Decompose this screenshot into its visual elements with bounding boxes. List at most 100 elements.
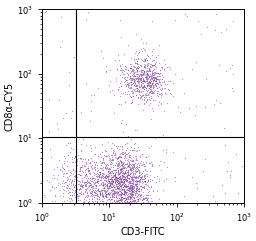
Point [117,198,121,202]
Point [116,187,120,191]
Point [123,189,127,193]
Point [157,85,161,88]
Point [128,186,132,190]
Point [130,194,134,198]
Point [146,199,151,202]
Point [78,173,82,177]
Point [122,196,126,200]
Point [89,183,93,187]
Point [61,174,65,178]
Point [141,77,145,81]
Point [144,91,148,94]
Point [115,164,120,168]
Point [78,167,82,171]
Point [136,96,140,100]
Point [115,180,119,184]
Point [80,176,84,180]
Point [138,197,142,201]
Point [104,166,108,170]
Point [111,151,115,155]
Point [153,62,157,66]
Point [107,190,111,194]
Point [151,79,155,83]
Point [101,194,105,198]
Point [219,30,223,34]
Point [98,191,102,195]
Point [130,199,134,203]
Point [112,168,116,172]
Point [116,161,120,165]
Point [98,209,102,213]
Point [80,191,84,195]
Point [141,177,145,181]
Point [183,12,187,16]
Point [125,141,129,144]
Point [112,93,116,97]
Point [113,163,117,167]
Point [114,175,118,179]
Point [97,197,101,201]
Point [120,192,124,195]
Point [147,86,151,90]
Point [63,156,68,160]
Point [118,167,122,171]
Point [222,143,227,147]
Point [82,180,86,184]
Point [124,197,128,201]
Point [98,194,102,197]
Point [80,183,84,187]
Point [104,167,108,171]
Point [148,81,152,85]
Point [81,158,86,161]
Point [130,89,134,93]
Point [117,206,121,209]
Point [114,175,119,179]
Point [113,207,117,211]
Point [117,187,121,190]
Point [54,194,58,197]
Point [77,187,81,190]
Point [95,169,99,173]
Point [131,69,135,73]
Point [76,173,80,176]
Point [141,162,145,166]
Point [98,183,102,187]
Point [144,182,148,186]
Point [132,184,136,188]
Point [142,70,146,74]
Point [144,86,148,90]
Point [93,186,97,189]
Point [97,174,101,177]
Point [179,135,183,139]
Point [151,63,155,67]
Point [158,71,162,74]
Point [148,65,152,69]
Point [157,100,161,104]
Point [138,178,142,182]
Point [145,79,149,82]
Point [129,85,133,89]
Point [121,164,125,168]
Point [131,180,135,184]
Point [133,169,137,173]
Point [78,187,82,191]
Point [92,209,97,213]
Point [99,175,103,179]
Point [125,174,129,178]
Point [122,171,126,175]
Point [140,86,144,89]
Point [123,199,127,202]
Point [152,78,156,82]
Point [77,182,81,186]
Point [154,79,158,83]
Point [93,165,97,169]
Point [154,71,158,75]
Point [129,89,133,93]
Point [124,193,129,197]
Point [119,197,123,201]
Point [144,199,148,202]
Point [135,62,139,66]
Point [120,197,124,201]
Point [162,179,166,183]
Point [103,154,107,158]
